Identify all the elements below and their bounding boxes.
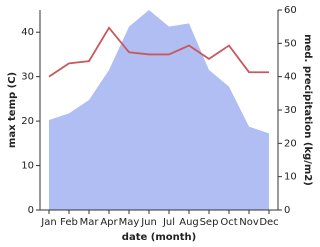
y-tick-label: 10	[21, 161, 34, 172]
x-tick-label: Mar	[80, 217, 100, 228]
x-tick-label: Aug	[179, 217, 199, 228]
x-tick-label: Jun	[140, 217, 157, 228]
x-tick-label: Dec	[259, 217, 278, 228]
x-axis-title: date (month)	[122, 232, 196, 243]
x-tick-label: Apr	[100, 217, 118, 228]
y2-tick-label: 40	[284, 72, 297, 83]
x-tick-label: Jul	[162, 217, 175, 228]
x-tick-label: May	[119, 217, 140, 228]
y2-tick-label: 60	[284, 5, 297, 16]
area	[49, 10, 269, 210]
line	[48, 26, 269, 78]
y2-axis-title: med. precipitation (kg/m2)	[302, 34, 313, 186]
y2-tick-label: 20	[284, 138, 297, 149]
y2-tick-label: 0	[284, 205, 290, 216]
y2-tick-label: 30	[284, 105, 297, 116]
y-tick-label: 20	[21, 116, 34, 127]
y-tick-label: 30	[21, 72, 34, 83]
y-tick-label: 40	[21, 27, 34, 38]
x-tick-label: Sep	[200, 217, 219, 228]
x-tick-label: Jan	[40, 217, 56, 228]
x-tick-label: Nov	[239, 217, 259, 228]
y2-tick-label: 50	[284, 38, 297, 49]
y2-tick-label: 10	[284, 172, 297, 183]
y-tick-label: 0	[28, 205, 34, 216]
x-tick-label: Oct	[220, 217, 237, 228]
x-tick-label: Feb	[60, 217, 78, 228]
y-axis-title: max temp (C)	[7, 72, 18, 148]
